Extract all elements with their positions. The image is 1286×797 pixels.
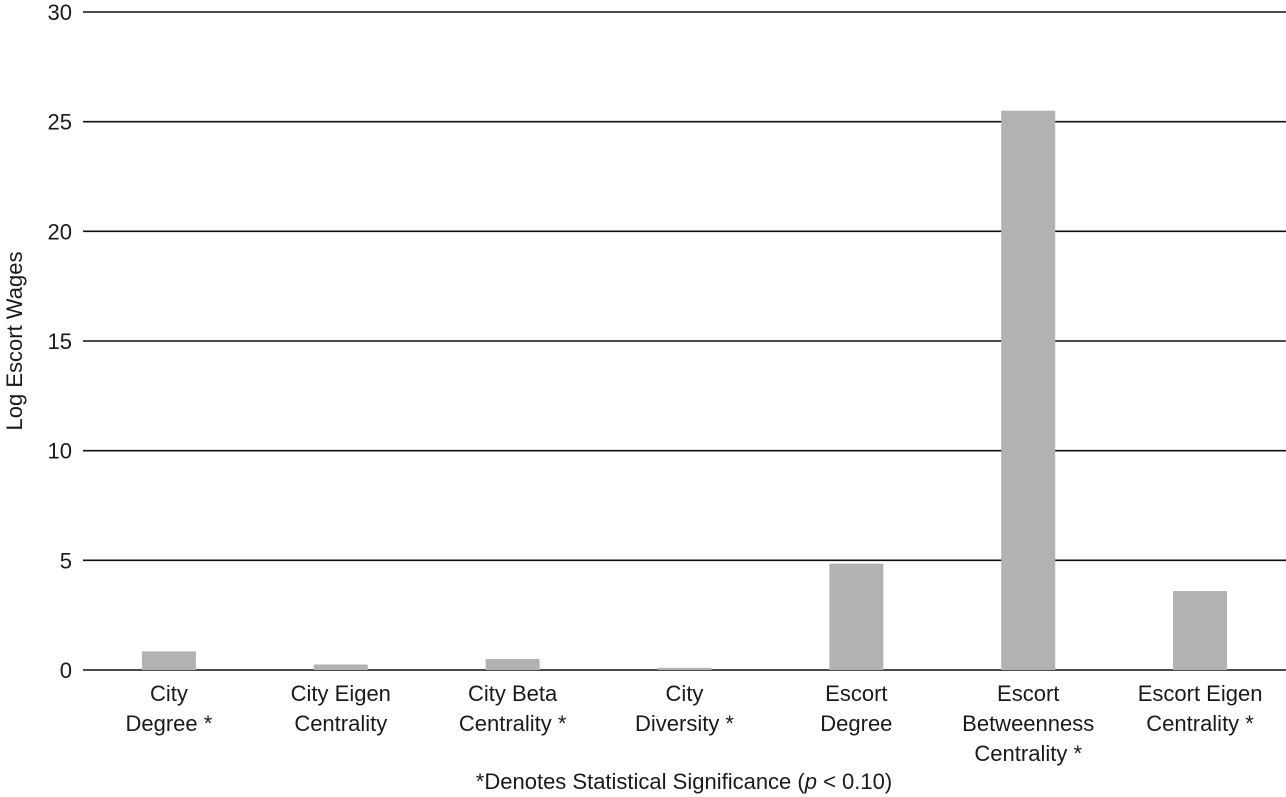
x-category-label: Escort Betweenness Centrality * — [962, 681, 1094, 766]
gridlines — [83, 11, 1286, 671]
x-category-label: City Degree * — [126, 681, 213, 736]
x-axis-category-labels: City Degree * City Eigen Centrality City Bet… — [126, 681, 1263, 766]
bar — [1001, 110, 1056, 670]
x-category-label-line: Centrality — [294, 711, 387, 736]
bar — [657, 667, 712, 670]
significance-note-prefix: *Denotes Statistical Significance ( — [476, 769, 806, 794]
x-category-label-line: City Beta — [468, 681, 558, 706]
x-category-label: Escort Degree — [820, 681, 892, 736]
x-category-label-line: Betweenness — [962, 711, 1094, 736]
x-category-label-line: Escort — [825, 681, 887, 706]
y-tick-label: 15 — [48, 329, 72, 354]
x-category-label-line: Diversity * — [635, 711, 734, 736]
x-category-label-line: Degree — [820, 711, 892, 736]
x-category-label: City Beta Centrality * — [459, 681, 567, 736]
significance-note: *Denotes Statistical Significance (p < 0… — [476, 769, 892, 794]
y-tick-label: 10 — [48, 439, 72, 464]
y-axis-tick-labels: 0 5 10 15 20 25 30 — [48, 0, 72, 683]
y-tick-label: 5 — [60, 548, 72, 573]
bar — [141, 651, 196, 670]
x-category-label: Escort Eigen Centrality * — [1138, 681, 1263, 736]
bar — [1173, 591, 1228, 670]
x-category-label: City Diversity * — [635, 681, 734, 736]
x-category-label-line: City Eigen — [291, 681, 391, 706]
y-axis-title: Log Escort Wages — [2, 252, 27, 431]
y-tick-label: 25 — [48, 110, 72, 135]
bar — [829, 563, 884, 670]
x-category-label-line: City — [150, 681, 188, 706]
x-category-label-line: Centrality * — [459, 711, 567, 736]
x-category-label-line: Escort — [997, 681, 1059, 706]
significance-note-italic: p — [804, 769, 817, 794]
y-tick-label: 30 — [48, 0, 72, 25]
bar — [313, 664, 368, 670]
x-category-label-line: City — [666, 681, 704, 706]
x-category-label-line: Degree * — [126, 711, 213, 736]
x-category-label-line: Centrality * — [1146, 711, 1254, 736]
significance-note-suffix: < 0.10) — [817, 769, 892, 794]
bar — [485, 659, 540, 670]
y-tick-label: 0 — [60, 658, 72, 683]
x-category-label-line: Escort Eigen — [1138, 681, 1263, 706]
x-category-label: City Eigen Centrality — [291, 681, 391, 736]
x-category-label-line: Centrality * — [974, 741, 1082, 766]
y-tick-label: 20 — [48, 219, 72, 244]
bars — [141, 110, 1228, 670]
